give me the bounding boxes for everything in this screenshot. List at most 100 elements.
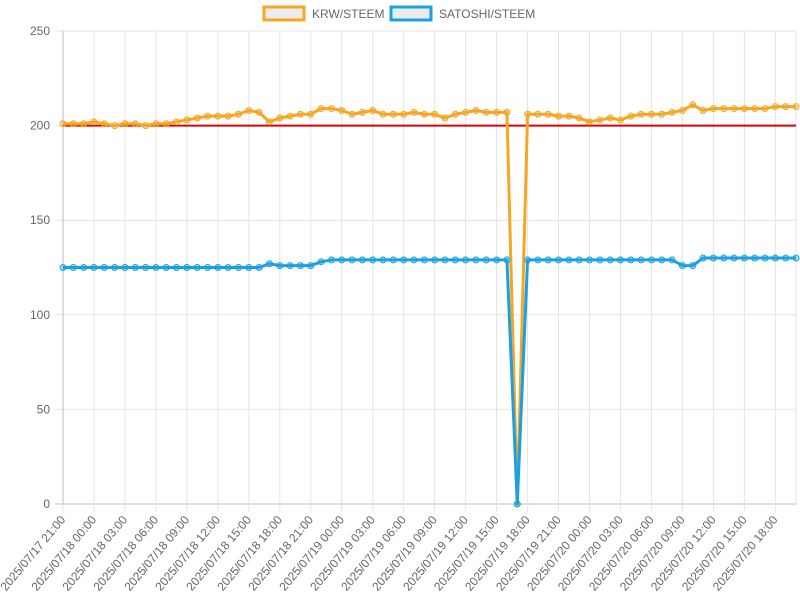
data-point	[431, 256, 439, 264]
data-point	[131, 120, 139, 128]
data-point	[276, 262, 284, 270]
y-tick-label: 150	[30, 213, 50, 227]
data-point	[317, 258, 325, 266]
legend-swatch	[262, 5, 306, 22]
data-point	[193, 114, 201, 122]
data-point	[131, 264, 139, 271]
data-point	[596, 116, 604, 124]
data-point	[204, 112, 212, 120]
data-point	[59, 120, 67, 128]
data-point	[348, 110, 356, 118]
data-point	[709, 254, 717, 262]
data-point	[152, 264, 160, 271]
data-point	[235, 264, 243, 271]
data-point	[616, 256, 624, 264]
data-point	[647, 110, 655, 118]
data-point	[327, 256, 335, 264]
data-point	[586, 118, 594, 126]
data-point	[420, 110, 428, 118]
data-point	[410, 256, 418, 264]
data-point	[689, 101, 697, 109]
grid	[55, 30, 797, 512]
data-point	[720, 105, 728, 113]
data-point	[503, 108, 511, 116]
y-tick-label: 0	[43, 497, 50, 511]
data-point	[792, 254, 800, 262]
series-line	[63, 103, 796, 506]
series-krw-steem	[59, 101, 800, 508]
series-satoshi-steem	[59, 254, 800, 508]
data-point	[482, 256, 490, 264]
data-point	[751, 254, 759, 262]
data-point	[100, 264, 108, 271]
data-point	[90, 264, 98, 271]
data-point	[162, 264, 170, 271]
y-tick-label: 50	[37, 402, 51, 416]
data-point	[121, 120, 129, 128]
data-point	[255, 108, 263, 116]
data-point	[472, 106, 480, 114]
y-tick-label: 200	[30, 119, 50, 133]
data-point	[524, 110, 532, 118]
data-point	[782, 103, 790, 111]
legend-swatch	[389, 5, 433, 22]
data-point	[709, 105, 717, 113]
data-point	[792, 103, 800, 111]
data-point	[482, 108, 490, 116]
data-point	[317, 105, 325, 113]
data-point	[534, 110, 542, 118]
data-point	[472, 256, 480, 264]
data-point	[173, 118, 181, 126]
data-point	[245, 264, 253, 271]
series-group	[59, 101, 800, 508]
data-point	[162, 120, 170, 128]
data-point	[751, 105, 759, 113]
data-point	[307, 110, 315, 118]
data-point	[286, 112, 294, 120]
legend-label: KRW/STEEM	[312, 7, 384, 21]
legend: KRW/STEEM SATOSHI/STEEM	[262, 5, 535, 22]
data-point	[400, 256, 408, 264]
data-point	[451, 256, 459, 264]
data-point	[524, 256, 532, 264]
data-point	[699, 254, 707, 262]
y-tick-label: 100	[30, 308, 50, 322]
data-point	[142, 264, 150, 271]
data-point	[296, 110, 304, 118]
data-point	[142, 122, 150, 130]
data-point	[441, 114, 449, 122]
data-point	[637, 110, 645, 118]
data-point	[544, 256, 552, 264]
data-point	[575, 256, 583, 264]
data-point	[730, 105, 738, 113]
data-point	[544, 110, 552, 118]
data-point	[245, 106, 253, 114]
data-point	[214, 264, 222, 271]
data-point	[400, 110, 408, 118]
data-point	[59, 264, 67, 271]
data-point	[586, 256, 594, 264]
data-point	[327, 105, 335, 113]
data-point	[111, 264, 119, 271]
data-point	[286, 262, 294, 270]
data-point	[689, 262, 697, 270]
data-point	[606, 114, 614, 122]
data-point	[100, 120, 108, 128]
data-point	[276, 114, 284, 122]
data-point	[204, 264, 212, 271]
data-point	[513, 500, 521, 508]
data-point	[255, 264, 263, 271]
data-point	[462, 256, 470, 264]
data-point	[503, 256, 511, 264]
data-point	[555, 112, 563, 120]
data-point	[69, 120, 77, 128]
data-point	[658, 110, 666, 118]
data-point	[720, 254, 728, 262]
data-point	[606, 256, 614, 264]
data-point	[235, 110, 243, 118]
data-point	[224, 264, 232, 271]
data-point	[358, 256, 366, 264]
data-point	[637, 256, 645, 264]
